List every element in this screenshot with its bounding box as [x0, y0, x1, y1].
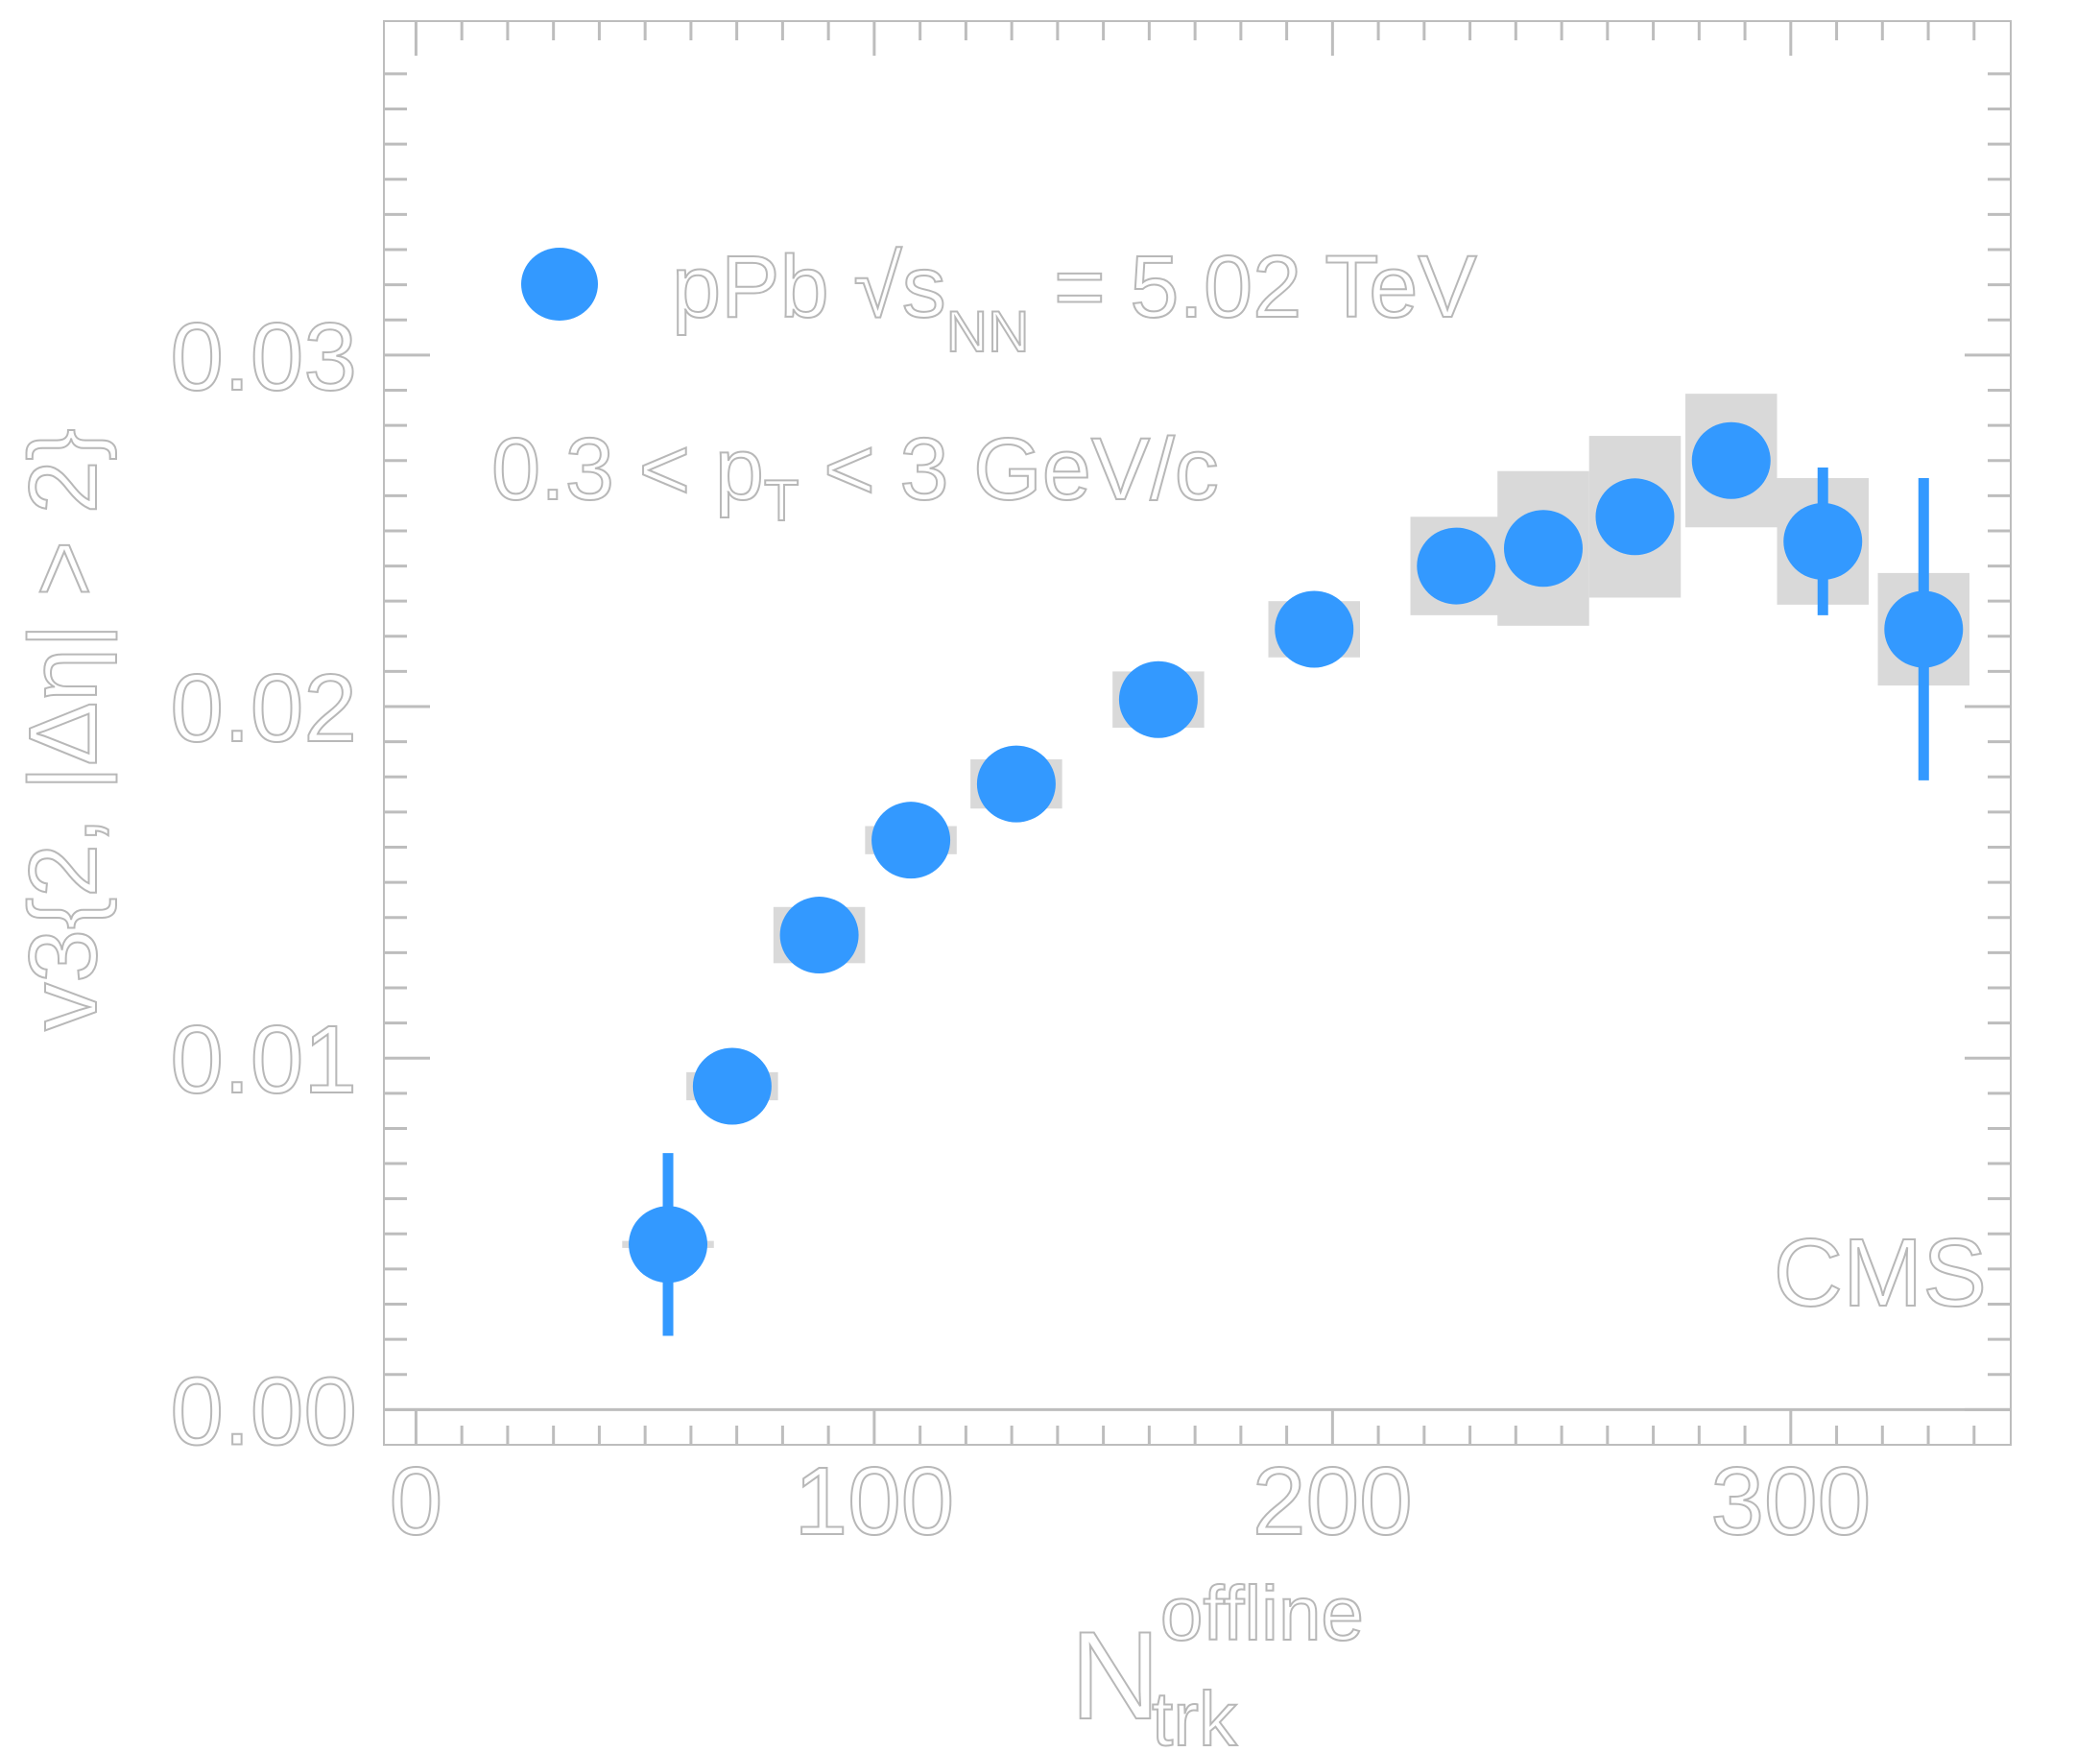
- x-axis-title: Noffline trk: [1070, 1571, 1364, 1752]
- data-point: [1417, 527, 1496, 605]
- data-point: [1691, 421, 1771, 499]
- y-tick-label: 0.01: [170, 1006, 357, 1114]
- x-tick-label: 200: [1253, 1448, 1413, 1555]
- data-point: [1783, 502, 1863, 580]
- data-point: [1595, 478, 1675, 556]
- y-tick-label: 0.00: [170, 1357, 357, 1465]
- data-point: [1275, 590, 1354, 668]
- legend-marker: [521, 248, 598, 321]
- axis-ticks: [384, 21, 2011, 1445]
- data-point: [692, 1047, 772, 1125]
- y-axis-title: v3{2, |Δη| > 2}: [10, 428, 117, 1031]
- systematic-boxes: [622, 394, 1970, 1248]
- data-point: [1884, 590, 1964, 668]
- data-point: [629, 1206, 708, 1284]
- legend-entry: pPb √sNN = 5.02 TeV: [672, 238, 1477, 364]
- y-tick-label: 0.02: [170, 655, 357, 762]
- data-points: [629, 421, 1964, 1284]
- data-point: [871, 802, 951, 879]
- data-point: [1118, 660, 1198, 738]
- error-bars: [662, 453, 1929, 1336]
- x-tick-label: 0: [390, 1448, 443, 1555]
- plot-border: [383, 20, 2012, 1446]
- x-tick-label: 100: [794, 1448, 954, 1555]
- axis-labels: 0 100 200 300 0.00 0.01 0.02 0.03 Noffline trk v3{…: [9, 302, 1872, 1752]
- data-point: [1503, 510, 1583, 588]
- kinematic-cut-annotation: 0.3 < pT < 3 GeV/c: [491, 420, 1219, 533]
- data-point: [779, 897, 859, 974]
- data-point: [976, 745, 1056, 823]
- plot-frame: [383, 20, 2012, 1446]
- legend: pPb √sNN = 5.02 TeV: [521, 237, 1478, 365]
- x-tick-label: 300: [1710, 1448, 1871, 1555]
- cms-label: CMS: [1774, 1219, 1987, 1327]
- y-tick-label: 0.03: [170, 303, 357, 411]
